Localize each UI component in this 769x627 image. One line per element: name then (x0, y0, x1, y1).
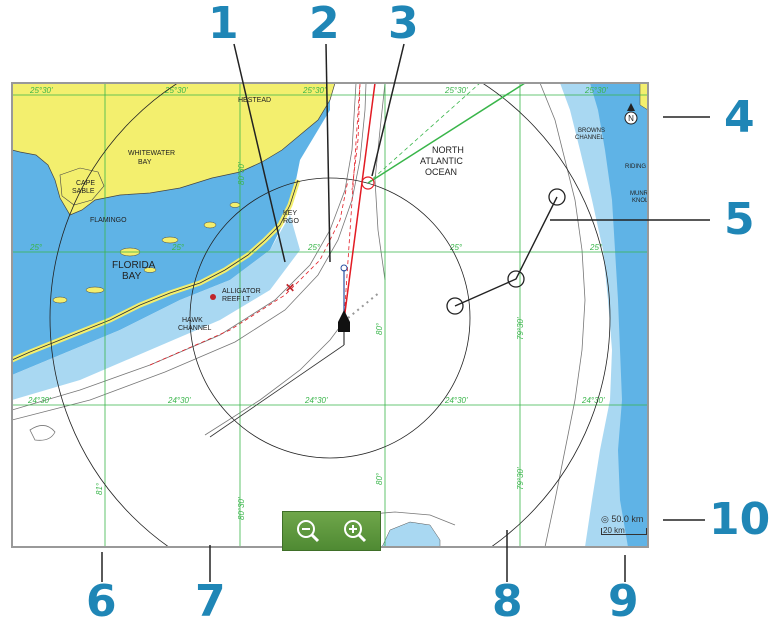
place-label-whitewater: WHITEWATER BAY (128, 150, 175, 166)
heading-lines (340, 83, 526, 321)
grid-label: 24°30' (581, 396, 605, 405)
callout-leaders (101, 43, 710, 582)
zoom-control (282, 511, 381, 551)
grid-label: 25°30' (302, 86, 326, 95)
grid-label: 25° (449, 243, 463, 252)
grid-label: 25°30' (164, 86, 188, 95)
grid-label: 25° (307, 243, 321, 252)
lat-lon-grid (12, 83, 648, 547)
scale-indicator: ◎ 50.0 km 20 km (601, 514, 647, 540)
place-label-key-largo: KEY RGO (283, 210, 300, 225)
grid-label: 80°30' (237, 162, 246, 185)
range-icon: ◎ (601, 514, 609, 524)
grid-label: 80° (375, 472, 384, 485)
range-value: 50.0 km (611, 514, 644, 524)
zoom-in-button[interactable] (335, 516, 375, 546)
depth-contours (12, 83, 586, 547)
place-label-alligator: ALLIGATOR REEF LT (222, 288, 261, 303)
scale-bar (601, 528, 647, 535)
mid-water-west (12, 215, 300, 400)
wreck-icon: ✕ (285, 281, 295, 295)
compass-label: N (628, 114, 634, 123)
callout-9: 9 (608, 576, 639, 627)
place-label-north-atlantic: NORTH ATLANTIC OCEAN (420, 145, 464, 177)
grid-label: 81° (95, 482, 104, 495)
grid-label: 25° (29, 243, 43, 252)
waypoint-icon[interactable] (548, 188, 566, 206)
callout-2: 2 (309, 0, 340, 49)
grid-label: 25°30' (29, 86, 53, 95)
lighthouse-icon (210, 294, 216, 300)
callout-7: 7 (195, 576, 226, 627)
grid-label: 24°30' (304, 396, 328, 405)
grid-label: 25°30' (584, 86, 608, 95)
place-label-cape-sable: CAPE SABLE (72, 180, 95, 195)
cape-sable-land (59, 167, 105, 206)
shallow-patch-south (381, 521, 441, 547)
grid-label: 79°30' (516, 317, 525, 340)
place-label-homestead: HESTEAD (238, 97, 271, 104)
place-label-browns: BROWNS CHANNEL (575, 128, 605, 141)
north-arrow-icon: N (624, 103, 638, 129)
zoom-out-button[interactable] (288, 516, 328, 546)
route-line[interactable] (446, 188, 566, 315)
safety-contours (149, 83, 361, 366)
place-label-flamingo: FLAMINGO (90, 217, 127, 224)
place-label-hawk: HAWK CHANNEL (178, 317, 212, 332)
zoom-out-icon (297, 520, 320, 543)
bahamas-land (639, 83, 648, 111)
zoom-in-icon (344, 520, 367, 543)
place-label-florida-bay: FLORIDA BAY (112, 260, 156, 282)
callout-6: 6 (86, 576, 117, 627)
grid-label: 25° (589, 243, 603, 252)
shallow-water-east (590, 83, 648, 547)
grid-label: 80°30' (237, 497, 246, 520)
target-marker[interactable] (361, 176, 375, 190)
callout-10: 10 (709, 494, 769, 545)
waypoint-icon[interactable] (507, 270, 525, 288)
grid-label: 79°30' (516, 467, 525, 490)
place-label-riding: RIDING F (625, 164, 652, 170)
range-rings (49, 83, 611, 547)
callout-4: 4 (724, 92, 755, 143)
callout-3: 3 (388, 0, 419, 49)
grid-label: 24°30' (167, 396, 191, 405)
place-label-munro: MUNRO KNOL (630, 191, 653, 204)
waypoint-icon[interactable] (446, 297, 464, 315)
grid-label: 80° (375, 322, 384, 335)
vessel-icon[interactable] (338, 310, 350, 332)
grid-label: 24°30' (27, 396, 51, 405)
grid-label: 25° (171, 243, 185, 252)
scale-bar-label: 20 km (603, 526, 625, 535)
callout-5: 5 (724, 194, 755, 245)
grid-label: 24°30' (444, 396, 468, 405)
callout-1: 1 (208, 0, 239, 49)
callout-8: 8 (492, 576, 523, 627)
chart-map[interactable]: 25°30' 25°30' 25°30' 25°30' 25°30' 25° 2… (12, 38, 653, 598)
grid-label: 25°30' (444, 86, 468, 95)
